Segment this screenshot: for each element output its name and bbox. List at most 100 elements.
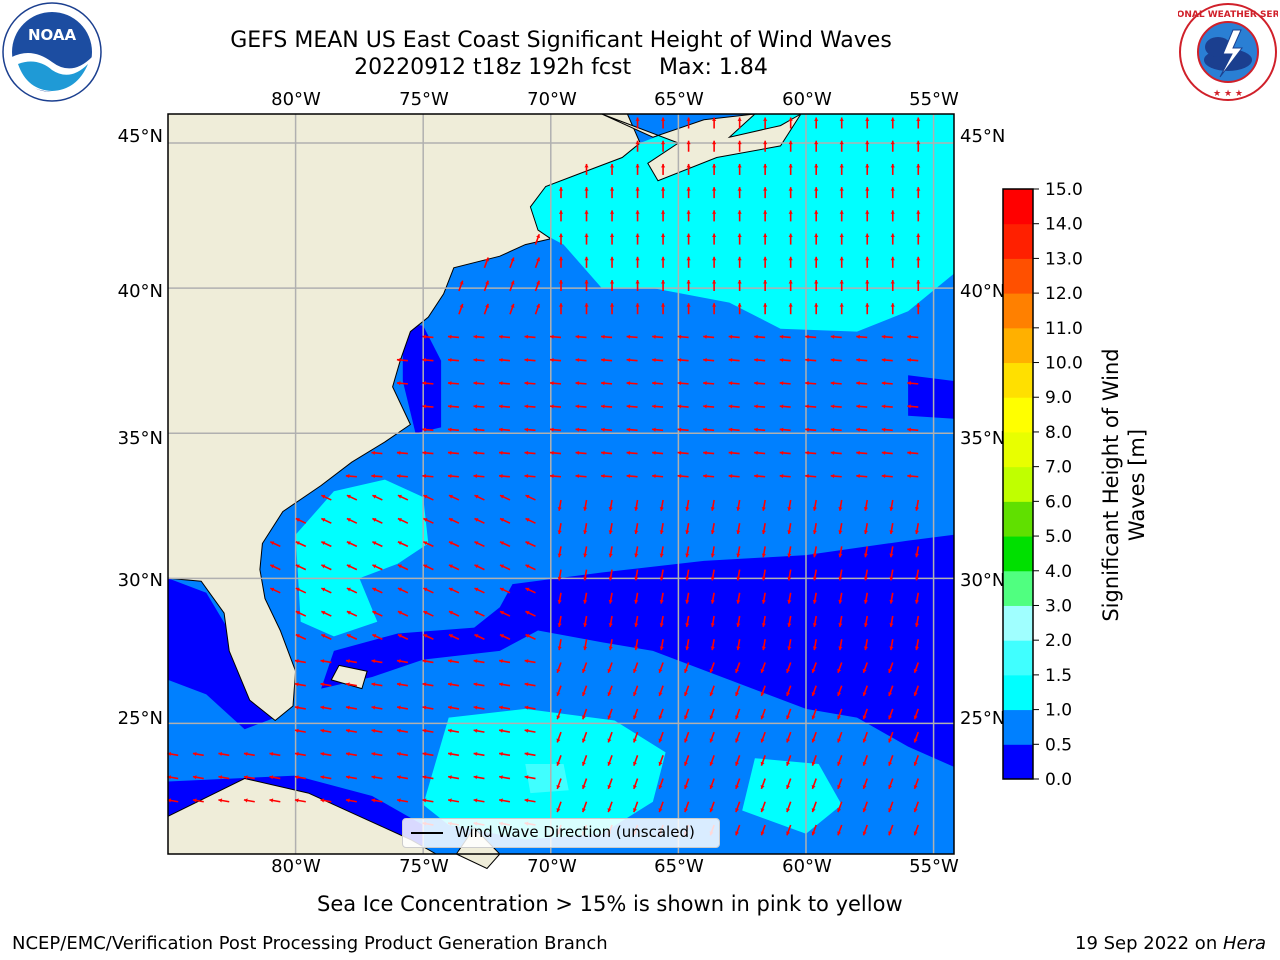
wave-direction-arrowhead [524,728,529,733]
wave-direction-arrowhead [397,705,401,710]
colorbar-tick-label: 5.0 [1045,527,1072,547]
wave-direction-arrowhead [581,692,586,697]
wave-direction-arrowhead [607,784,612,789]
wave-direction-arrowhead [856,381,860,386]
wave-direction-arrowhead [371,728,376,733]
bahamas-grand-bahama [330,664,368,690]
wave-direction-arrowhead [786,668,791,673]
wave-direction-arrowhead [635,140,640,145]
wave-direction-arrowhead [760,761,765,766]
wave-direction-arrowhead [814,303,819,307]
wave-direction-arrowhead [888,668,893,673]
wave-direction-arrowhead [737,233,742,238]
wave-direction-arrowhead [916,187,921,191]
wave-direction-arrowhead [550,334,554,339]
wave-direction-arrowhead [728,427,733,432]
wave-direction-arrowhead [737,210,742,214]
wave-direction-arrowhead [888,831,893,836]
wave-direction-arrowhead [889,599,894,604]
wave-direction-arrowhead [397,564,402,569]
wave-direction-arrowhead [423,541,428,546]
wave-direction-arrowhead [485,280,489,285]
wave-direction-arrowhead [703,404,707,409]
wave-direction-arrowhead [659,599,664,604]
wave-direction-arrowhead [760,738,765,743]
wave-direction-arrowhead [243,751,248,757]
wave-direction-arrowhead [890,140,895,145]
wave-direction-arrowhead [423,494,428,499]
wave-direction-arrowhead [525,610,530,615]
wave-direction-arrowhead [652,334,656,339]
colorbar-tick-label: 4.0 [1045,562,1072,582]
wave-direction-arrowhead [601,474,605,479]
wave-direction-arrowhead [712,233,717,238]
wave-direction-arrowhead [856,450,860,455]
wave-direction-arrowhead [320,659,325,664]
wave-direction-arrowhead [558,233,564,238]
wave-direction-arrowhead [499,357,503,363]
wave-direction-arrowhead [814,210,819,214]
wave-direction-arrowhead [754,334,758,339]
sea-ice-note: Sea Ice Concentration > 15% is shown in … [317,892,903,916]
wave-direction-arrowhead [510,280,515,285]
wave-direction-arrowhead [658,808,663,813]
wave-direction-arrowhead [830,450,835,455]
wave-direction-arrowhead [914,530,919,535]
colorbar-tick-label: 12.0 [1045,284,1083,304]
wave-direction-arrowhead [889,623,894,627]
wave-direction-arrowhead [735,761,739,766]
wave-direction-arrowhead [633,784,637,789]
wave-direction-arrowhead [916,303,921,307]
wave-direction-arrowhead [889,553,894,558]
wave-direction-arrowhead [372,518,377,522]
wave-direction-arrowhead [575,427,580,432]
wave-direction-arrowhead [346,775,350,780]
wave-direction-arrowhead [865,210,870,214]
wave-direction-arrowhead [524,682,529,687]
wave-direction-arrowhead [218,798,223,803]
wave-direction-arrowhead [626,474,631,479]
wave-direction-arrowhead [473,682,478,687]
wave-direction-arrowhead [881,357,886,363]
wave-direction-arrowhead [525,541,530,546]
wave-direction-arrowhead [661,187,666,191]
wave-direction-arrowhead [346,494,351,499]
wave-direction-arrowhead [787,576,792,581]
wave-direction-arrowhead [862,761,867,766]
wave-direction-arrowhead [735,692,739,697]
wave-direction-arrowhead [787,646,792,651]
wave-direction-arrowhead [728,450,733,455]
credit-text: NCEP/EMC/Verification Post Processing Pr… [12,933,608,954]
wave-direction-arrowhead [607,715,612,720]
wave-direction-arrowhead [863,576,868,581]
wave-direction-arrowhead [243,775,248,780]
wave-direction-arrowhead [735,738,739,743]
wave-direction-arrowhead [270,564,275,569]
wave-direction-arrowhead [914,646,919,651]
wave-direction-arrowhead [737,140,742,145]
wave-direction-arrowhead [728,474,733,479]
wave-direction-arrowhead [575,334,580,339]
wave-direction-arrowhead [890,210,895,214]
wave-direction-arrowhead [346,728,350,733]
wave-direction-arrowhead [684,692,688,697]
wave-direction-arrowhead [397,634,402,638]
wave-direction-arrowhead [558,187,564,191]
wave-direction-arrowhead [422,659,427,664]
wave-direction-arrowhead [830,334,835,339]
wave-direction-arrowhead [269,751,274,757]
wave-direction-arrowhead [685,576,690,581]
y-tick-right: 25°N [960,708,1006,729]
wave-direction-arrowhead [320,728,325,733]
noaa-logo: NOAA [2,2,102,102]
wave-direction-arrowhead [913,831,918,836]
wave-direction-arrowhead [805,357,809,363]
wave-direction-arrowhead [422,404,427,409]
wave-direction-arrowhead [345,474,350,479]
wave-direction-arrowhead [321,634,326,638]
wave-direction-arrowhead [779,474,784,479]
wave-direction-arrowhead [499,798,503,803]
wave-direction-arrowhead [862,808,867,813]
wave-direction-arrowhead [295,518,300,522]
wave-direction-arrowhead [243,798,248,803]
